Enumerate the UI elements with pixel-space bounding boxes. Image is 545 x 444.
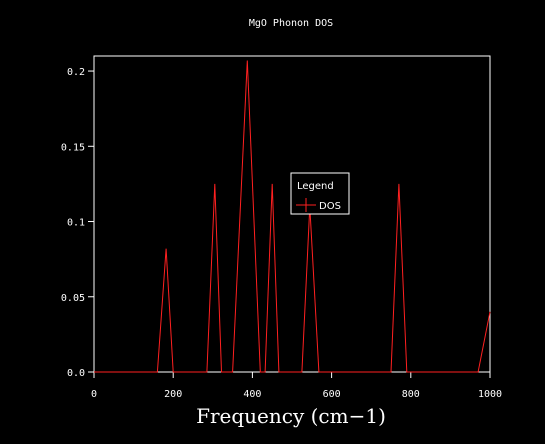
x-tick-label: 1000: [478, 389, 502, 400]
x-tick-label: 200: [164, 389, 182, 400]
y-tick-label: 0.0: [67, 368, 85, 379]
legend-title: Legend: [297, 181, 334, 192]
axis-ticks: 0 200 400 600 800 1000 0.0 0.05 0.1 0.15 0.2: [61, 67, 502, 400]
x-axis-label: Frequency (cm−1): [196, 404, 386, 428]
x-tick-label: 0: [91, 389, 97, 400]
legend-entry-dos: DOS: [319, 201, 341, 212]
x-tick-label: 800: [402, 389, 420, 400]
y-tick-label: 0.05: [61, 293, 85, 304]
chart-title: MgO Phonon DOS: [249, 18, 333, 29]
y-tick-label: 0.15: [61, 142, 85, 153]
x-tick-label: 400: [243, 389, 261, 400]
y-tick-label: 0.1: [67, 218, 85, 229]
legend-box: [290, 172, 350, 215]
x-tick-label: 600: [323, 389, 341, 400]
legend: Legend DOS: [290, 172, 350, 215]
series-line-dos: [94, 60, 491, 373]
series-layer: [94, 60, 491, 373]
y-tick-label: 0.2: [67, 67, 85, 78]
